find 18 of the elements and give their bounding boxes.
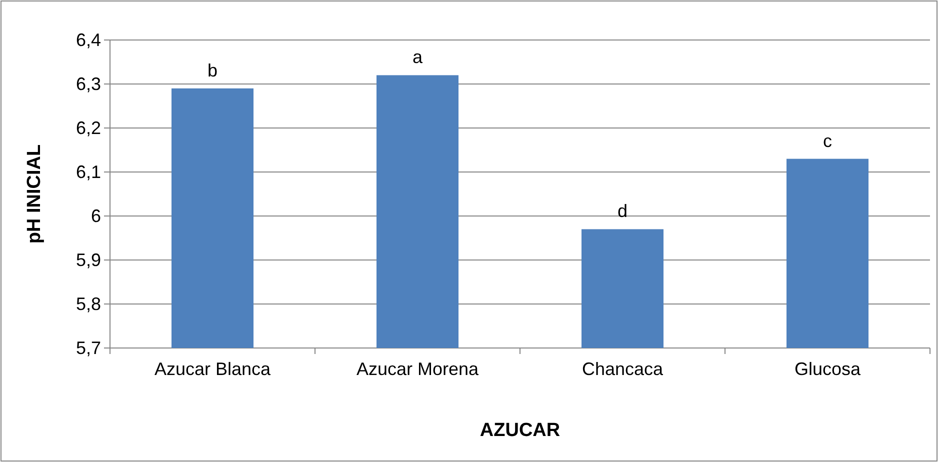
y-tick-label: 6,4 (76, 30, 101, 50)
y-axis-title: pH INICIAL (24, 144, 45, 244)
x-tick-label: Azucar Morena (356, 358, 480, 379)
x-axis-title: AZUCAR (480, 420, 560, 441)
y-tick-label: 5,9 (76, 250, 101, 270)
y-tick-label: 6,3 (76, 74, 101, 94)
annotation: b (207, 60, 218, 80)
annotation: c (823, 130, 832, 151)
y-tick-label: 6,2 (76, 118, 101, 138)
x-tick-label: Chancaca (582, 358, 664, 379)
annotation: a (412, 47, 424, 68)
y-tick-label: 5,7 (76, 338, 101, 358)
annotation: d (617, 201, 628, 222)
y-tick-label: 6 (90, 206, 101, 226)
y-tick-label: 5,8 (76, 294, 101, 314)
x-tick-label: Azucar Blanca (154, 358, 272, 379)
x-tick-label: Glucosa (794, 358, 862, 379)
y-tick-label: 6,1 (76, 162, 101, 182)
